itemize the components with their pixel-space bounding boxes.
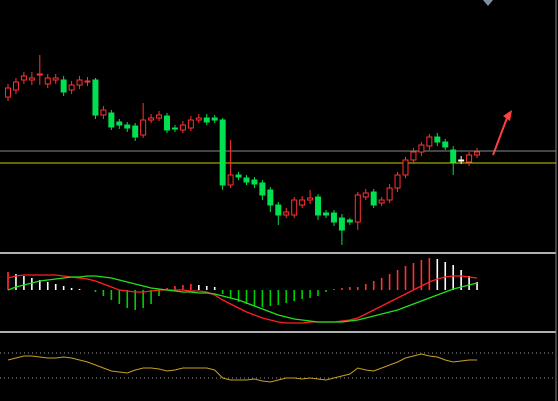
- candle-body: [28, 77, 35, 81]
- candle-body: [434, 136, 441, 143]
- candle-body: [219, 119, 226, 186]
- candle-body: [418, 144, 425, 153]
- candle-body: [68, 84, 75, 91]
- candle-body: [84, 80, 91, 83]
- candle-body: [330, 212, 337, 223]
- candle-body: [386, 187, 393, 201]
- candle-body: [402, 159, 409, 176]
- candle-body: [203, 117, 210, 123]
- candle-body: [92, 79, 99, 116]
- candle-body: [394, 174, 401, 189]
- candle-body: [195, 117, 202, 121]
- arrow-shaft: [492, 117, 508, 156]
- candle-body: [12, 81, 19, 91]
- candle-body: [227, 174, 234, 186]
- candle-body: [315, 196, 322, 216]
- candle-body: [52, 77, 59, 81]
- candle-body: [299, 199, 306, 206]
- candle-body: [267, 189, 274, 206]
- candle-body: [354, 194, 361, 223]
- macd-line: [7, 274, 478, 324]
- candle-body: [156, 114, 163, 119]
- candle-body: [370, 191, 377, 206]
- candle-body: [235, 174, 242, 178]
- candle-body: [36, 73, 43, 76]
- candle-body: [442, 141, 449, 148]
- candle-body: [164, 115, 170, 131]
- candle-body: [5, 87, 11, 98]
- candle-body: [211, 117, 218, 121]
- candle-body: [410, 151, 417, 161]
- scroll-marker: [483, 0, 493, 6]
- candle-body: [148, 117, 155, 121]
- candle-body: [108, 112, 115, 128]
- candle-body: [474, 151, 481, 156]
- candle-body: [338, 217, 345, 231]
- candle-body: [283, 211, 290, 216]
- candle-body: [426, 136, 433, 147]
- candle-body: [323, 212, 329, 216]
- candle-body: [44, 77, 51, 85]
- macd-line: [7, 275, 478, 323]
- indicator-line: [7, 353, 478, 383]
- candle-body: [76, 79, 83, 86]
- candle-body: [275, 204, 282, 216]
- candle-body: [251, 179, 258, 185]
- candle-body: [179, 124, 186, 131]
- candle-body: [124, 124, 131, 129]
- candle-body: [243, 177, 250, 183]
- candle-body: [307, 197, 314, 201]
- candle-body: [116, 121, 123, 126]
- candle-body: [458, 159, 465, 162]
- candle-body: [346, 219, 353, 223]
- candle-body: [20, 75, 27, 81]
- candle-body: [140, 119, 147, 136]
- arrow-head: [503, 110, 512, 121]
- candle-body: [362, 192, 369, 198]
- candle-body: [378, 199, 385, 204]
- candle-body: [259, 182, 266, 196]
- candle-body: [60, 79, 67, 93]
- candle-body: [187, 119, 194, 129]
- candle-body: [466, 154, 473, 163]
- candle-body: [450, 149, 457, 163]
- candle-body: [171, 127, 178, 130]
- candle-body: [291, 199, 298, 216]
- candle-body: [132, 125, 139, 138]
- candle-body: [100, 109, 107, 116]
